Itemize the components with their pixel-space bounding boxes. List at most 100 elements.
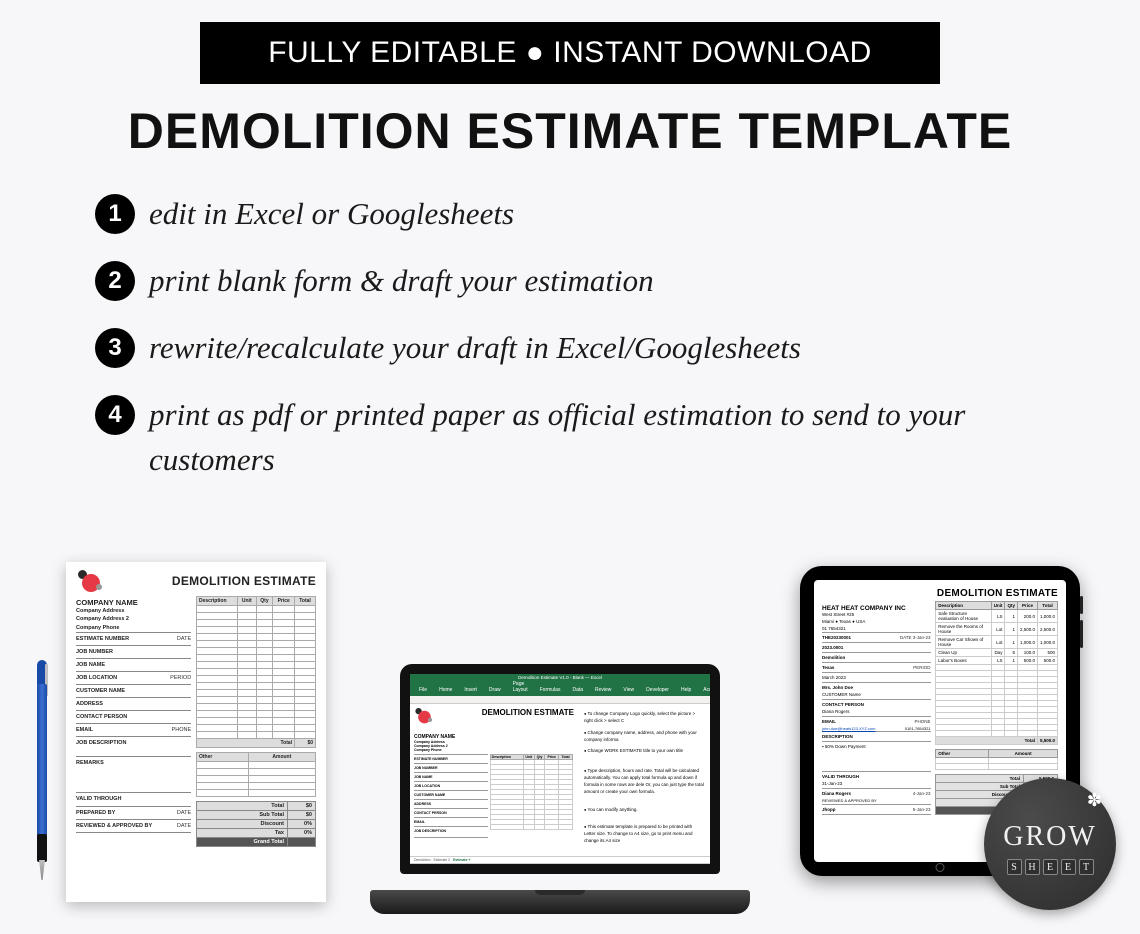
lbl-date: DATE xyxy=(177,636,191,642)
table-row: Remove Car Shows of HouseLot11,000.01,00… xyxy=(936,636,1058,649)
company-phone: Company Phone xyxy=(76,624,191,632)
sheet-tab-2: Estimate 2 xyxy=(433,858,450,862)
tip-2: Change company name, address, and phone … xyxy=(584,729,704,744)
ribbon-home: Home xyxy=(436,686,455,694)
excel-doc-title: DEMOLITION ESTIMATE xyxy=(446,708,574,732)
totals-total-val: $0 xyxy=(287,802,315,810)
sheet-tab-1: Demolition xyxy=(414,858,431,862)
col-unit: Unit xyxy=(237,597,256,606)
totals-tax-val: 0% xyxy=(287,829,315,837)
tablet-period-lbl: PERIOD xyxy=(913,665,930,670)
blank-items-table: DescriptionUnitQtyPrice Total xyxy=(196,596,316,748)
paper-template-mockup: DEMOLITION ESTIMATE COMPANY NAME Company… xyxy=(66,562,326,902)
totals-subtotal: Sub Total xyxy=(197,811,287,819)
cell-d: Remove Car Shows of House xyxy=(936,636,991,649)
ribbon-pagelayout: Page Layout xyxy=(510,680,531,694)
steps-list: 1 edit in Excel or Googlesheets 2 print … xyxy=(95,192,1080,483)
tablet-rev-date: 5-Jan-23 xyxy=(913,807,931,812)
col-price: Price xyxy=(273,597,295,606)
lbl-period: PERIOD xyxy=(170,675,191,681)
tablet-jobname: Demolition xyxy=(822,655,931,660)
col-description: Description xyxy=(197,597,238,606)
excel-cust: CUSTOMER NAME xyxy=(414,790,488,799)
other-table: OtherAmount xyxy=(196,752,316,797)
cell-p: 200.0 xyxy=(1017,610,1037,623)
lbl-phone: PHONE xyxy=(172,727,192,733)
cell-p: 2,500.0 xyxy=(1017,623,1037,636)
table-row: Labor's BoxesLS1500.0500.0 xyxy=(936,657,1058,665)
tip-6: This estimate template is prepared to be… xyxy=(584,823,704,845)
grow-sheet-badge: ✽ GROW S H E E T xyxy=(984,778,1116,910)
cell-t: 500 xyxy=(1037,649,1057,657)
lbl-reviewed-by: REVIEWED & APPROVED BY xyxy=(76,823,177,829)
t-sub: Sub Total xyxy=(936,783,1023,790)
main-title: DEMOLITION ESTIMATE TEMPLATE xyxy=(0,102,1140,160)
cell-d: Labor's Boxes xyxy=(936,657,991,665)
step-number-4: 4 xyxy=(95,395,135,435)
lbl-valid-through: VALID THROUGH xyxy=(76,796,191,803)
ribbon-help: Help xyxy=(678,686,694,694)
step-3: 3 rewrite/recalculate your draft in Exce… xyxy=(95,326,1080,371)
tablet-items-table: DescriptionUnitQtyPriceTotal Safe Struct… xyxy=(935,601,1058,745)
excel-est-num: ESTIMATE NUMBER xyxy=(414,754,488,763)
ribbon-data: Data xyxy=(569,686,586,694)
cell-q: 5 xyxy=(1005,649,1018,657)
ribbon-file: File xyxy=(416,686,430,694)
t-amount-lbl: Amount xyxy=(989,750,1058,758)
tablet-phone: 01 7654321 xyxy=(822,626,931,633)
t-col-price: Price xyxy=(1017,602,1037,610)
sheet-char: T xyxy=(1079,859,1094,875)
cell-t: 1,000.0 xyxy=(1037,610,1057,623)
excel-addr-f: ADDRESS xyxy=(414,799,488,808)
cell-p: 1,000.0 xyxy=(1017,636,1037,649)
tablet-company: HEAT HEAT COMPANY INC xyxy=(822,605,931,612)
tablet-jobloc: Texas xyxy=(822,665,913,670)
totals-tax: Tax xyxy=(197,829,287,837)
tablet-contact: Diana Rogers xyxy=(822,709,931,716)
row-total-val: $0 xyxy=(295,739,316,748)
ribbon-acrobat: Acrobat xyxy=(700,686,710,694)
tablet-date-lbl: DATE xyxy=(900,635,912,640)
tip-4: Type description, hours and rate. Total … xyxy=(584,767,704,796)
tablet-jobnum: 2023.0001 xyxy=(822,645,931,650)
tablet-doc-title: DEMOLITION ESTIMATE xyxy=(822,586,1058,599)
t-total-lbl: Total xyxy=(936,737,1038,745)
tablet-period: March 2023 xyxy=(822,675,931,680)
row-total-lbl: Total xyxy=(197,739,295,748)
tablet-prepared: Diana Rogers xyxy=(822,791,913,796)
company-name: COMPANY NAME xyxy=(76,598,191,607)
tablet-phone2: 0101-7654321 xyxy=(905,726,931,731)
lbl-contact-person: CONTACT PERSON xyxy=(76,714,191,720)
excel-email: EMAIL xyxy=(414,817,488,826)
excel-job-loc: JOB LOCATION xyxy=(414,781,488,790)
badge-sheet: S H E E T xyxy=(1007,859,1094,875)
mockups-row: DEMOLITION ESTIMATE COMPANY NAME Company… xyxy=(0,564,1140,934)
tip-1: To change Company Logo quickly, select t… xyxy=(584,710,704,725)
lbl-date3: DATE xyxy=(177,823,191,829)
step-text-1: edit in Excel or Googlesheets xyxy=(149,192,514,237)
cell-t: 1,000.0 xyxy=(1037,636,1057,649)
tablet-cust2: CUSTOMER Name xyxy=(822,692,931,699)
table-row: Safe Structure evaluation of HouseLS1200… xyxy=(936,610,1058,623)
sheet-char: S xyxy=(1007,859,1022,875)
step-1: 1 edit in Excel or Googlesheets xyxy=(95,192,1080,237)
tip-5: You can modify anything. xyxy=(584,806,704,813)
sheet-char: E xyxy=(1061,859,1076,875)
cell-d: Safe Structure evaluation of House xyxy=(936,610,991,623)
lbl-estimate-number: ESTIMATE NUMBER xyxy=(76,636,177,642)
cell-t: 2,500.0 xyxy=(1037,623,1057,636)
col-qty: Qty xyxy=(256,597,273,606)
tip-3: Change WORK ESTIMATE title to your own t… xyxy=(584,747,704,754)
excel-phone: Company Phone xyxy=(414,748,574,752)
excel-logo-icon xyxy=(414,708,434,725)
step-number-1: 1 xyxy=(95,194,135,234)
step-2: 2 print blank form & draft your estimati… xyxy=(95,259,1080,304)
totals-grand: Grand Total xyxy=(197,838,287,846)
sheet-char: E xyxy=(1043,859,1058,875)
excel-contact: CONTACT PERSON xyxy=(414,808,488,817)
cell-u: Day xyxy=(991,649,1005,657)
table-row: Remove the Rooms of HouseLot12,500.02,50… xyxy=(936,623,1058,636)
t-col-desc: Description xyxy=(936,602,991,610)
step-text-3: rewrite/recalculate your draft in Excel/… xyxy=(149,326,801,371)
cell-p: 100.0 xyxy=(1017,649,1037,657)
